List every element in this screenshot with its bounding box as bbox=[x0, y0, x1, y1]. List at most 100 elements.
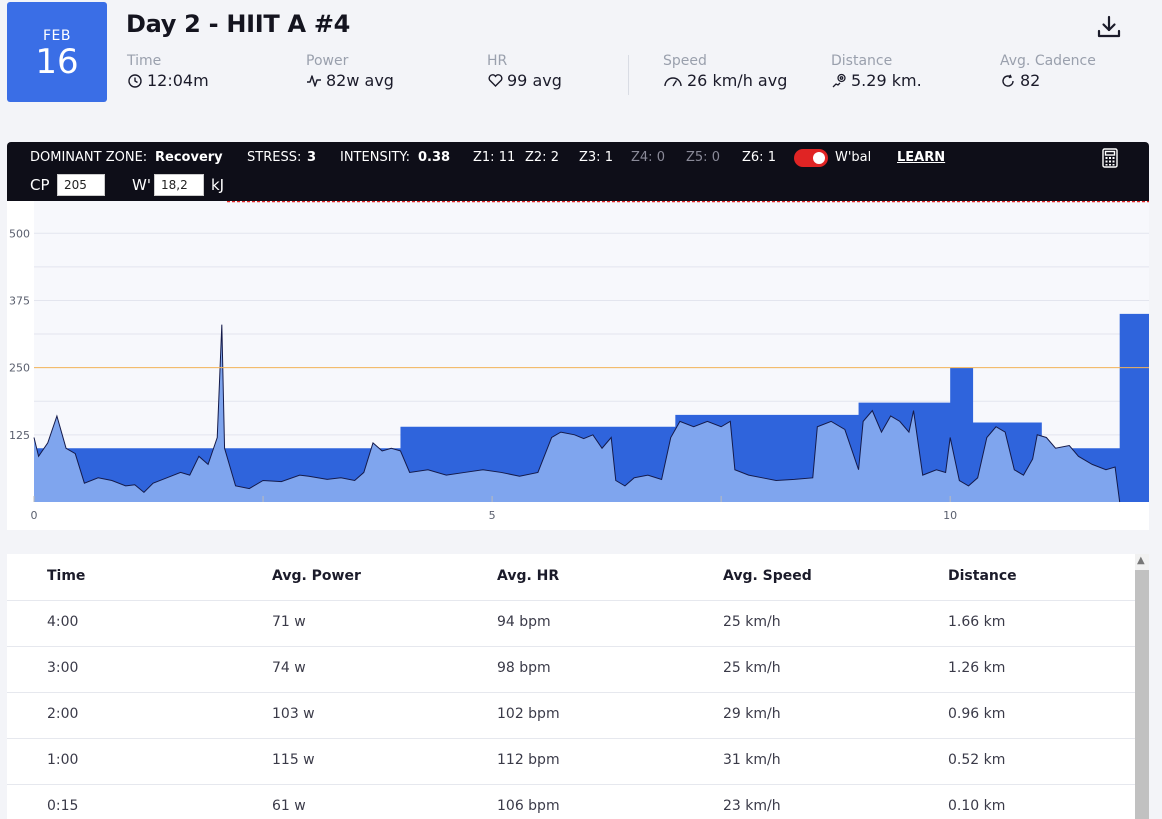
zone-z4: Z4: 0 bbox=[631, 150, 665, 165]
scroll-up-icon[interactable]: ▲ bbox=[1137, 555, 1145, 566]
stat-value: 82w avg bbox=[326, 71, 394, 90]
y-tick-label: 250 bbox=[9, 362, 30, 375]
table-header: Time Avg. Power Avg. HR Avg. Speed Dista… bbox=[7, 554, 1135, 601]
cp-input[interactable] bbox=[57, 174, 105, 196]
cadence-icon bbox=[1000, 73, 1016, 89]
stat-label: Distance bbox=[831, 53, 893, 69]
cp-label: CP bbox=[30, 176, 50, 194]
download-icon[interactable] bbox=[1096, 14, 1122, 40]
stat-value: 12:04m bbox=[147, 71, 209, 90]
zone-toolbar: DOMINANT ZONE: Recovery STRESS: 3 INTENS… bbox=[7, 142, 1149, 201]
learn-link[interactable]: LEARN bbox=[897, 150, 946, 165]
clock-icon bbox=[127, 73, 143, 89]
date-day: 16 bbox=[35, 42, 79, 82]
route-icon bbox=[831, 73, 847, 89]
cell: 1.26 km bbox=[948, 660, 1006, 676]
scrollbar-thumb[interactable] bbox=[1135, 570, 1149, 819]
pulse-icon bbox=[306, 73, 322, 89]
stress-value: 3 bbox=[307, 150, 317, 165]
cell: 71 w bbox=[272, 614, 306, 630]
stat-value: 99 avg bbox=[507, 71, 562, 90]
zone-z5: Z5: 0 bbox=[686, 150, 720, 165]
x-tick-label: 10 bbox=[943, 509, 957, 522]
stat-label: Speed bbox=[663, 53, 707, 69]
x-tick-label: 0 bbox=[31, 509, 38, 522]
stat-power: Power 82w avg bbox=[306, 53, 394, 90]
w-unit: kJ bbox=[211, 176, 225, 194]
speedometer-icon bbox=[663, 73, 683, 89]
cell: 1:00 bbox=[47, 752, 79, 768]
power-chart-svg: 125 250 375 500 0 5 10 bbox=[9, 201, 1149, 522]
divider bbox=[628, 55, 629, 95]
dominant-zone-label: DOMINANT ZONE: bbox=[30, 150, 148, 165]
zone-z2: Z2: 2 bbox=[525, 150, 559, 165]
cell: 4:00 bbox=[47, 614, 79, 630]
cell: 1.66 km bbox=[948, 614, 1006, 630]
wbal-toggle[interactable] bbox=[794, 149, 828, 167]
cell: 115 w bbox=[272, 752, 315, 768]
stat-hr: HR 99 avg bbox=[487, 53, 562, 90]
cell: 23 km/h bbox=[723, 798, 781, 814]
calculator-icon[interactable] bbox=[1102, 148, 1118, 168]
cell: 94 bpm bbox=[497, 614, 551, 630]
table-row[interactable]: 1:00 115 w 112 bpm 31 km/h 0.52 km bbox=[7, 738, 1135, 785]
y-tick-label: 500 bbox=[9, 227, 30, 240]
cell: 29 km/h bbox=[723, 706, 781, 722]
stress-label: STRESS: bbox=[247, 150, 302, 165]
stat-time: Time 12:04m bbox=[127, 53, 209, 90]
cell: 0.52 km bbox=[948, 752, 1006, 768]
stat-label: Time bbox=[127, 53, 162, 69]
cell: 98 bpm bbox=[497, 660, 551, 676]
cell: 74 w bbox=[272, 660, 306, 676]
heart-icon bbox=[487, 73, 503, 89]
col-header[interactable]: Distance bbox=[948, 568, 1017, 584]
zone-z1: Z1: 11 bbox=[473, 150, 516, 165]
cell: 103 w bbox=[272, 706, 315, 722]
table-row[interactable]: 2:00 103 w 102 bpm 29 km/h 0.96 km bbox=[7, 692, 1135, 739]
cell: 0.96 km bbox=[948, 706, 1006, 722]
dominant-zone-value: Recovery bbox=[155, 150, 223, 165]
cell: 61 w bbox=[272, 798, 306, 814]
actual-power-line bbox=[33, 324, 1121, 503]
w-label: W' bbox=[132, 176, 151, 194]
cell: 112 bpm bbox=[497, 752, 560, 768]
y-tick-label: 375 bbox=[9, 294, 30, 307]
col-header[interactable]: Avg. HR bbox=[497, 568, 560, 584]
cell: 25 km/h bbox=[723, 614, 781, 630]
stat-cadence: Avg. Cadence 82 bbox=[1000, 53, 1096, 90]
intensity-label: INTENSITY: bbox=[340, 150, 411, 165]
stat-value: 26 km/h avg bbox=[687, 71, 788, 90]
col-header[interactable]: Avg. Speed bbox=[723, 568, 812, 584]
cell: 0:15 bbox=[47, 798, 79, 814]
stat-value: 82 bbox=[1020, 71, 1041, 90]
power-chart[interactable]: 125 250 375 500 0 5 10 bbox=[7, 201, 1149, 530]
col-header[interactable]: Time bbox=[47, 568, 86, 584]
x-tick-label: 5 bbox=[489, 509, 496, 522]
stat-distance: Distance 5.29 km. bbox=[831, 53, 922, 90]
actual-power-area bbox=[34, 324, 1120, 502]
date-badge: FEB 16 bbox=[7, 2, 107, 102]
cell: 106 bpm bbox=[497, 798, 560, 814]
y-tick-label: 125 bbox=[9, 429, 30, 442]
zone-z3: Z3: 1 bbox=[579, 150, 613, 165]
cell: 2:00 bbox=[47, 706, 79, 722]
stat-label: Power bbox=[306, 53, 349, 69]
table-row[interactable]: 4:00 71 w 94 bpm 25 km/h 1.66 km bbox=[7, 600, 1135, 647]
cell: 25 km/h bbox=[723, 660, 781, 676]
cell: 102 bpm bbox=[497, 706, 560, 722]
col-header[interactable]: Avg. Power bbox=[272, 568, 361, 584]
stat-value: 5.29 km. bbox=[851, 71, 922, 90]
w-input[interactable] bbox=[154, 174, 204, 196]
table-row[interactable]: 0:15 61 w 106 bpm 23 km/h 0.10 km bbox=[7, 784, 1135, 819]
cell: 31 km/h bbox=[723, 752, 781, 768]
workout-title: Day 2 - HIIT A #4 bbox=[126, 10, 351, 38]
table-row[interactable]: 3:00 74 w 98 bpm 25 km/h 1.26 km bbox=[7, 646, 1135, 693]
cell: 3:00 bbox=[47, 660, 79, 676]
intensity-value: 0.38 bbox=[418, 150, 451, 165]
cell: 0.10 km bbox=[948, 798, 1006, 814]
stat-label: Avg. Cadence bbox=[1000, 53, 1096, 69]
stat-label: HR bbox=[487, 53, 508, 69]
wbal-label: W'bal bbox=[835, 150, 872, 165]
stat-speed: Speed 26 km/h avg bbox=[663, 53, 787, 90]
laps-table: Time Avg. Power Avg. HR Avg. Speed Dista… bbox=[7, 554, 1135, 819]
